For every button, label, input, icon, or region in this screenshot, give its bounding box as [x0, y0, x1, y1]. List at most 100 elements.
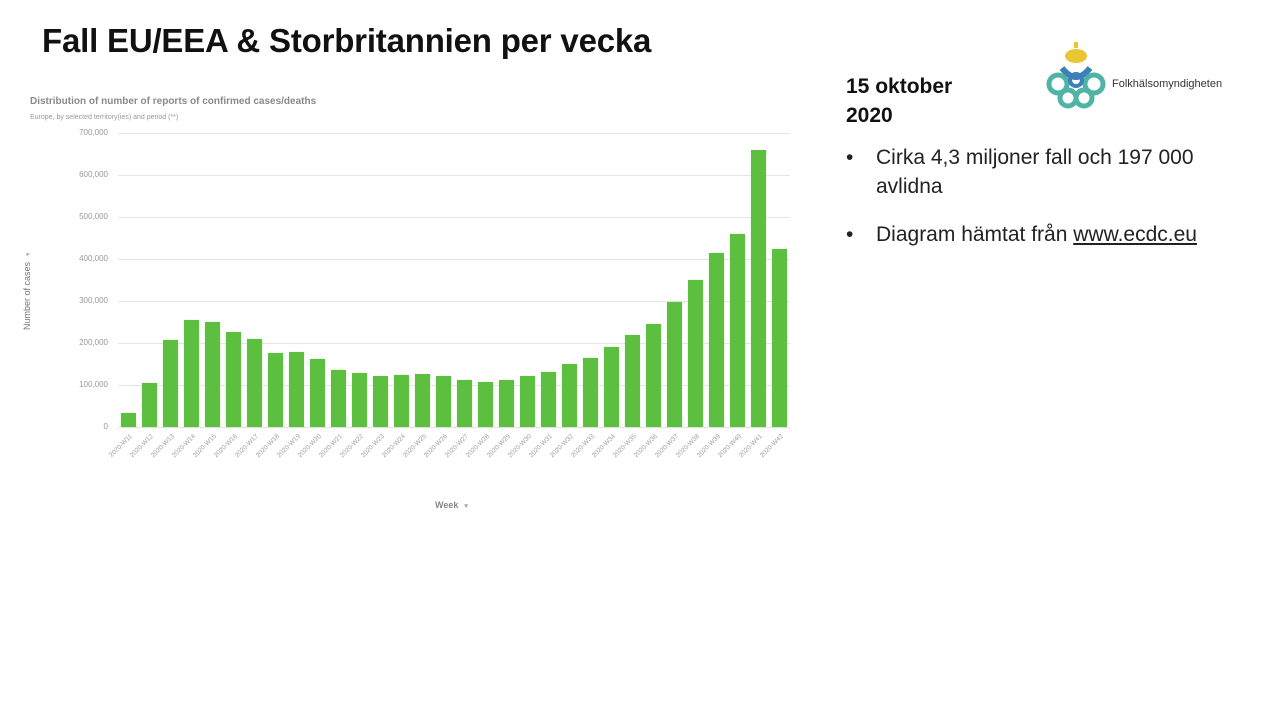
bar-2020-w13[interactable]	[163, 340, 178, 427]
gridline	[118, 217, 790, 218]
y-tick-label: 0	[103, 422, 108, 431]
bullet-icon: •	[846, 146, 854, 169]
folkhalsomyndigheten-logo: Folkhälsomyndigheten	[1040, 40, 1260, 112]
bar-2020-w37[interactable]	[667, 301, 682, 427]
bar-slot: 2020-W13	[149, 133, 181, 459]
bar-2020-w12[interactable]	[142, 382, 157, 427]
bar-2020-w19[interactable]	[289, 351, 304, 427]
bar-slot: 2020-W35	[611, 133, 643, 459]
y-tick-label: 600,000	[79, 170, 108, 179]
bar-slot: 2020-W28	[464, 133, 496, 459]
bar-2020-w17[interactable]	[247, 338, 262, 427]
bar-slot: 2020-W42	[758, 133, 790, 459]
bar-slot: 2020-W23	[359, 133, 391, 459]
bar-chart-plot: 2020-W11 2020-W12 2020-W13 2020-W14 2020-W15…	[79, 128, 790, 459]
bar-slot: 2020-W20	[296, 133, 328, 459]
bar-2020-w42[interactable]	[772, 248, 787, 427]
gridline	[118, 427, 790, 428]
bar-2020-w40[interactable]	[730, 233, 745, 427]
bar-2020-w26[interactable]	[436, 376, 451, 427]
bar-2020-w15[interactable]	[205, 322, 220, 427]
bar-2020-w21[interactable]	[331, 369, 346, 427]
bullet-list: • Cirka 4,3 miljoner fall och 197 000 av…	[846, 143, 1256, 268]
bar-2020-w25[interactable]	[415, 374, 430, 427]
y-tick-label: 500,000	[79, 212, 108, 221]
bar-2020-w36[interactable]	[646, 324, 661, 427]
bar-slot: 2020-W38	[674, 133, 706, 459]
bar-slot: 2020-W11	[108, 133, 139, 459]
bullet-icon: •	[846, 223, 854, 246]
bar-2020-w14[interactable]	[184, 319, 199, 427]
bar-slot: 2020-W32	[548, 133, 580, 459]
bar-slot: 2020-W25	[401, 133, 433, 459]
bar-2020-w41[interactable]	[751, 149, 766, 427]
bullet-item: • Diagram hämtat från www.ecdc.eu	[846, 220, 1256, 249]
bar-slot: 2020-W37	[653, 133, 685, 459]
bar-slot: 2020-W29	[485, 133, 517, 459]
logo-emblem-icon	[1046, 42, 1106, 109]
x-axis-label[interactable]: Week ▾	[435, 500, 468, 510]
bar-slot: 2020-W33	[569, 133, 601, 459]
bar-slot: 2020-W34	[590, 133, 622, 459]
bar-2020-w28[interactable]	[478, 382, 493, 427]
bar-slot: 2020-W19	[275, 133, 307, 459]
gridline	[118, 259, 790, 260]
bar-2020-w27[interactable]	[457, 379, 472, 427]
bar-slot: 2020-W27	[443, 133, 475, 459]
bar-slot: 2020-W14	[170, 133, 202, 459]
bar-2020-w22[interactable]	[352, 372, 367, 427]
bar-2020-w38[interactable]	[688, 280, 703, 427]
date-line-2: 2020	[846, 104, 893, 127]
bar-2020-w35[interactable]	[625, 335, 640, 427]
gridline	[118, 133, 790, 134]
bar-2020-w30[interactable]	[520, 376, 535, 427]
bar-2020-w24[interactable]	[394, 374, 409, 427]
y-tick-label: 100,000	[79, 380, 108, 389]
date-heading: 15 oktober 2020	[846, 72, 952, 130]
bar-slot: 2020-W31	[527, 133, 559, 459]
bar-2020-w18[interactable]	[268, 353, 283, 427]
chevron-down-icon: ▾	[25, 252, 32, 256]
y-axis-label: Number of cases▾	[22, 252, 32, 330]
date-line-1: 15 oktober	[846, 75, 953, 98]
chevron-down-icon: ▾	[464, 503, 468, 510]
bar-slot: 2020-W26	[422, 133, 454, 459]
bar-2020-w16[interactable]	[226, 332, 241, 427]
bar-2020-w23[interactable]	[373, 376, 388, 427]
bar-slot: 2020-W41	[737, 133, 769, 459]
bar-2020-w39[interactable]	[709, 253, 724, 427]
bar-slot: 2020-W12	[128, 133, 160, 459]
bullet-text: Diagram hämtat från	[876, 223, 1074, 246]
bar-slot: 2020-W16	[212, 133, 244, 459]
bar-slot: 2020-W24	[380, 133, 412, 459]
bar-2020-w32[interactable]	[562, 364, 577, 427]
gridline	[118, 301, 790, 302]
chart-subtitle: Europe, by selected territory(ies) and p…	[30, 114, 179, 121]
bar-slot: 2020-W40	[716, 133, 748, 459]
gridline	[118, 175, 790, 176]
y-tick-label: 200,000	[79, 338, 108, 347]
bar-slot: 2020-W17	[233, 133, 265, 459]
bar-slot: 2020-W39	[695, 133, 727, 459]
bar-2020-w31[interactable]	[541, 371, 556, 427]
bar-slot: 2020-W15	[191, 133, 223, 459]
bar-2020-w20[interactable]	[310, 358, 325, 427]
bar-slot: 2020-W18	[254, 133, 286, 459]
bar-2020-w11[interactable]	[121, 413, 136, 427]
bar-slot: 2020-W30	[506, 133, 538, 459]
bullet-text: Cirka 4,3 miljoner fall och 197 000 avli…	[876, 146, 1194, 198]
bullet-item: • Cirka 4,3 miljoner fall och 197 000 av…	[846, 143, 1256, 201]
bar-slot: 2020-W22	[338, 133, 370, 459]
bar-2020-w33[interactable]	[583, 358, 598, 427]
ecdc-link[interactable]: www.ecdc.eu	[1073, 223, 1197, 246]
logo-text: Folkhälsomyndigheten	[1112, 78, 1223, 90]
bar-slot: 2020-W21	[317, 133, 349, 459]
bar-2020-w34[interactable]	[604, 347, 619, 427]
bar-2020-w29[interactable]	[499, 379, 514, 427]
bar-slot: 2020-W36	[632, 133, 664, 459]
gridline	[118, 385, 790, 386]
slide-title: Fall EU/EEA & Storbritannien per vecka	[42, 22, 652, 59]
gridline	[118, 343, 790, 344]
chart-title: Distribution of number of reports of con…	[30, 96, 317, 107]
y-tick-label: 300,000	[79, 296, 108, 305]
